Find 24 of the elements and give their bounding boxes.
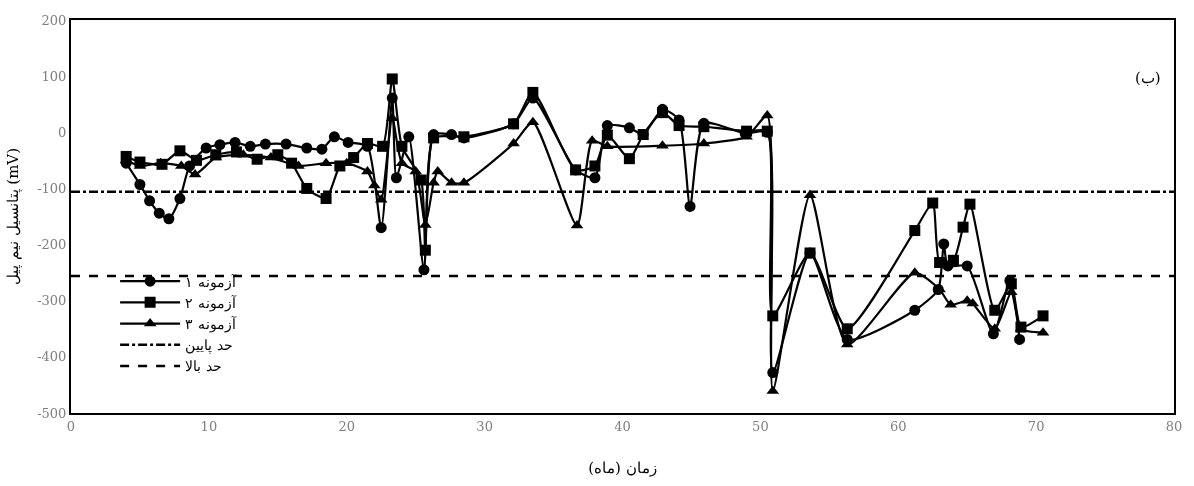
x-tick-label: 30 [476, 418, 493, 434]
x-tick-label: 40 [614, 418, 631, 434]
y-tick-label: 200 [41, 12, 67, 28]
x-axis-title: زمان (ماه) [588, 459, 657, 478]
x-tick-label: 20 [338, 418, 356, 434]
legend-label: حد پایین [185, 337, 233, 355]
x-tick-label: 10 [200, 418, 218, 434]
y-tick-label: 0 [58, 124, 67, 140]
legend-label: آزمونه ۲ [185, 293, 237, 312]
y-tick-label: -100 [37, 180, 67, 196]
x-tick-label: 80 [1165, 418, 1183, 434]
y-axis-title: پتانسیل نیم پیل (mV) [3, 147, 22, 286]
y-tick-label: 100 [41, 68, 67, 84]
y-tick-label: -500 [37, 405, 67, 421]
legend-label: آزمونه ۱ [185, 272, 237, 291]
legend-label: آزمونه ۳ [185, 315, 237, 334]
x-tick-label: 50 [752, 418, 769, 434]
y-tick-label: -200 [37, 237, 67, 253]
legend-label: حد بالا [185, 358, 222, 375]
annotation: (ب) [1135, 69, 1161, 87]
y-tick-label: -400 [37, 349, 67, 365]
x-tick-label: 60 [889, 418, 907, 434]
y-tick-label: -300 [37, 293, 67, 309]
x-tick-label: 70 [1027, 418, 1045, 434]
